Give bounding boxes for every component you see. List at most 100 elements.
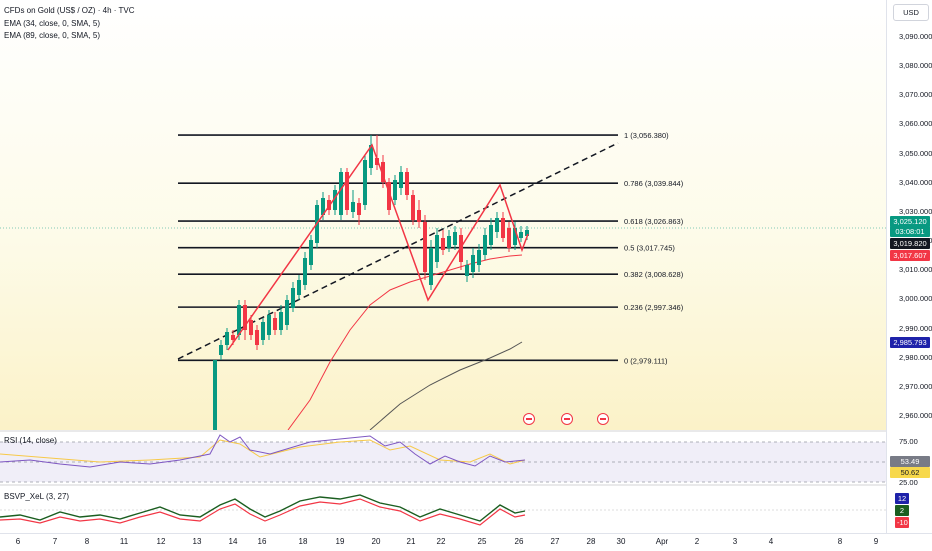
- price-axis[interactable]: USD 3,090.000 3,080.000 3,070.000 3,060.000…: [886, 0, 932, 533]
- ema-89-legend[interactable]: EMA (89, close, 0, SMA, 5): [4, 31, 101, 40]
- economic-event-icon[interactable]: [597, 413, 609, 425]
- bsvp-pane[interactable]: BSVP_XeL (3, 27): [0, 487, 886, 533]
- countdown-badge: 03:08:01: [890, 226, 930, 237]
- rsi-ma-badge: 50.62: [890, 467, 930, 478]
- bsvp-green-line: [0, 494, 526, 522]
- rsi-tick-75: 75.00: [899, 437, 918, 446]
- ema-slow-badge: 2,985.793: [890, 337, 930, 348]
- candle-body: [279, 312, 283, 330]
- candle-body: [399, 172, 403, 188]
- price-tick: 2,960.000: [899, 411, 932, 420]
- price-tick: 3,010.000: [899, 265, 932, 275]
- main-chart-pane[interactable]: 1 (3,056.380) 0.786 (3,039.844) 0.618 (3,0…: [0, 0, 886, 431]
- time-axis-label: 21: [406, 537, 416, 546]
- candle-body: [447, 236, 451, 248]
- candle-body: [423, 222, 427, 272]
- bsvp-red-line: [0, 498, 526, 526]
- candle-body: [381, 162, 385, 182]
- price-tick: 3,070.000: [899, 90, 932, 100]
- bsvp-legend[interactable]: BSVP_XeL (3, 27): [4, 492, 70, 501]
- candle-body: [453, 232, 457, 245]
- candle-body: [495, 218, 499, 232]
- candle-body: [435, 235, 439, 262]
- candle-body: [219, 345, 223, 355]
- pane-separator[interactable]: [0, 484, 932, 486]
- price-tick: 2,970.000: [899, 381, 932, 391]
- time-axis-label: 16: [257, 537, 267, 546]
- price-tick: 3,090.000: [899, 32, 932, 41]
- price-tick: 3,050.000: [899, 148, 932, 158]
- candle-body: [417, 210, 421, 222]
- candle-body: [273, 318, 277, 330]
- symbol-title[interactable]: CFDs on Gold (US$ / OZ) · 4h · TVC: [4, 6, 135, 15]
- rsi-chart-svg: [0, 434, 886, 483]
- time-axis-label: 19: [335, 537, 345, 546]
- fib-level-label: 1 (3,056.380): [624, 131, 669, 140]
- time-axis[interactable]: 6 7 8 11 12 13 14 16 18 19 20 21 22 25 26 27 28 30 Apr 2 3 4 8…: [0, 533, 932, 551]
- ema-fast-badge: 3,019.820: [890, 238, 930, 249]
- candle-body: [231, 335, 235, 340]
- price-tick: 3,030.000: [899, 206, 932, 216]
- fib-level-label: 0.5 (3,017.745): [624, 244, 675, 253]
- time-axis-label: 3: [732, 537, 738, 546]
- candle-body: [489, 225, 493, 245]
- price-chart-svg[interactable]: 1 (3,056.380) 0.786 (3,039.844) 0.618 (3,0…: [0, 0, 886, 431]
- candle-body: [387, 182, 391, 210]
- rsi-ma-line: [0, 439, 526, 465]
- price-tick: 2,980.000: [899, 352, 932, 362]
- candle-body: [471, 255, 475, 272]
- time-axis-label: Apr: [655, 537, 669, 546]
- candle-body: [291, 288, 295, 308]
- last-price-badge: 3,025.120: [890, 216, 930, 227]
- ema-slow-line: [369, 341, 523, 431]
- candle-body: [483, 235, 487, 255]
- candle-body: [405, 172, 409, 195]
- candle-body: [261, 322, 265, 340]
- time-axis-label: 14: [228, 537, 238, 546]
- candle-body: [513, 228, 517, 245]
- time-axis-label: 12: [156, 537, 166, 546]
- candle-body: [369, 145, 373, 168]
- time-axis-label: 9: [873, 537, 879, 546]
- candle-body: [321, 198, 325, 215]
- economic-event-icon[interactable]: [523, 413, 535, 425]
- price-tick: 2,990.000: [899, 323, 932, 333]
- fib-level-label: 0.382 (3,008.628): [624, 270, 684, 279]
- time-axis-label: 7: [52, 537, 58, 546]
- time-axis-label: 25: [477, 537, 487, 546]
- candle-body: [525, 230, 529, 236]
- candle-body: [507, 228, 511, 248]
- fib-level-label: 0.618 (3,026.863): [624, 217, 684, 226]
- time-axis-label: 8: [84, 537, 90, 546]
- candle-body: [351, 202, 355, 212]
- candle-body: [303, 258, 307, 285]
- price-tick: 3,060.000: [899, 119, 932, 129]
- currency-button[interactable]: USD: [893, 4, 929, 21]
- price-tick: 3,080.000: [899, 61, 932, 71]
- time-axis-label: 8: [837, 537, 843, 546]
- price-tick: 3,000.000: [899, 294, 932, 304]
- candle-body: [411, 195, 415, 220]
- candle-body: [339, 172, 343, 215]
- candle-body: [267, 315, 271, 335]
- bsvp-badge-top: 12: [895, 493, 909, 504]
- rsi-pane[interactable]: RSI (14, close): [0, 432, 886, 484]
- candle-body: [333, 190, 337, 210]
- rsi-tick-25: 25.00: [899, 478, 918, 487]
- rsi-legend[interactable]: RSI (14, close): [4, 436, 57, 445]
- economic-event-icon[interactable]: [561, 413, 573, 425]
- ema-34-legend[interactable]: EMA (34, close, 0, SMA, 5): [4, 19, 101, 28]
- pane-separator[interactable]: [0, 430, 932, 432]
- time-axis-label: 20: [371, 537, 381, 546]
- pattern-zigzag: [227, 143, 529, 351]
- ema-mid-badge: 3,017.607: [890, 250, 930, 261]
- candle-body: [309, 240, 313, 265]
- fib-level-label: 0 (2,979.111): [624, 356, 668, 365]
- candle-body: [243, 305, 247, 330]
- candle-body: [363, 160, 367, 205]
- candle-body: [357, 203, 361, 215]
- price-tick: 3,040.000: [899, 177, 932, 187]
- candle-body: [225, 332, 229, 345]
- candle-body: [297, 280, 301, 295]
- ema-fast-line: [287, 254, 523, 431]
